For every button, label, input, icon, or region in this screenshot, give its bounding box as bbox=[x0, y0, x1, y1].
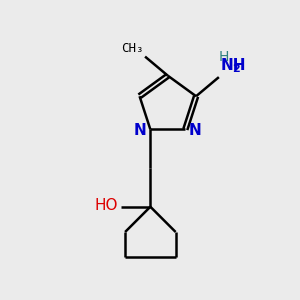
Text: CH₃: CH₃ bbox=[121, 42, 144, 55]
Text: HO: HO bbox=[95, 198, 118, 213]
Text: 2: 2 bbox=[232, 64, 239, 74]
Text: N: N bbox=[189, 123, 202, 138]
Text: N: N bbox=[134, 123, 147, 138]
Text: NH: NH bbox=[220, 58, 246, 73]
Text: H: H bbox=[219, 50, 230, 64]
